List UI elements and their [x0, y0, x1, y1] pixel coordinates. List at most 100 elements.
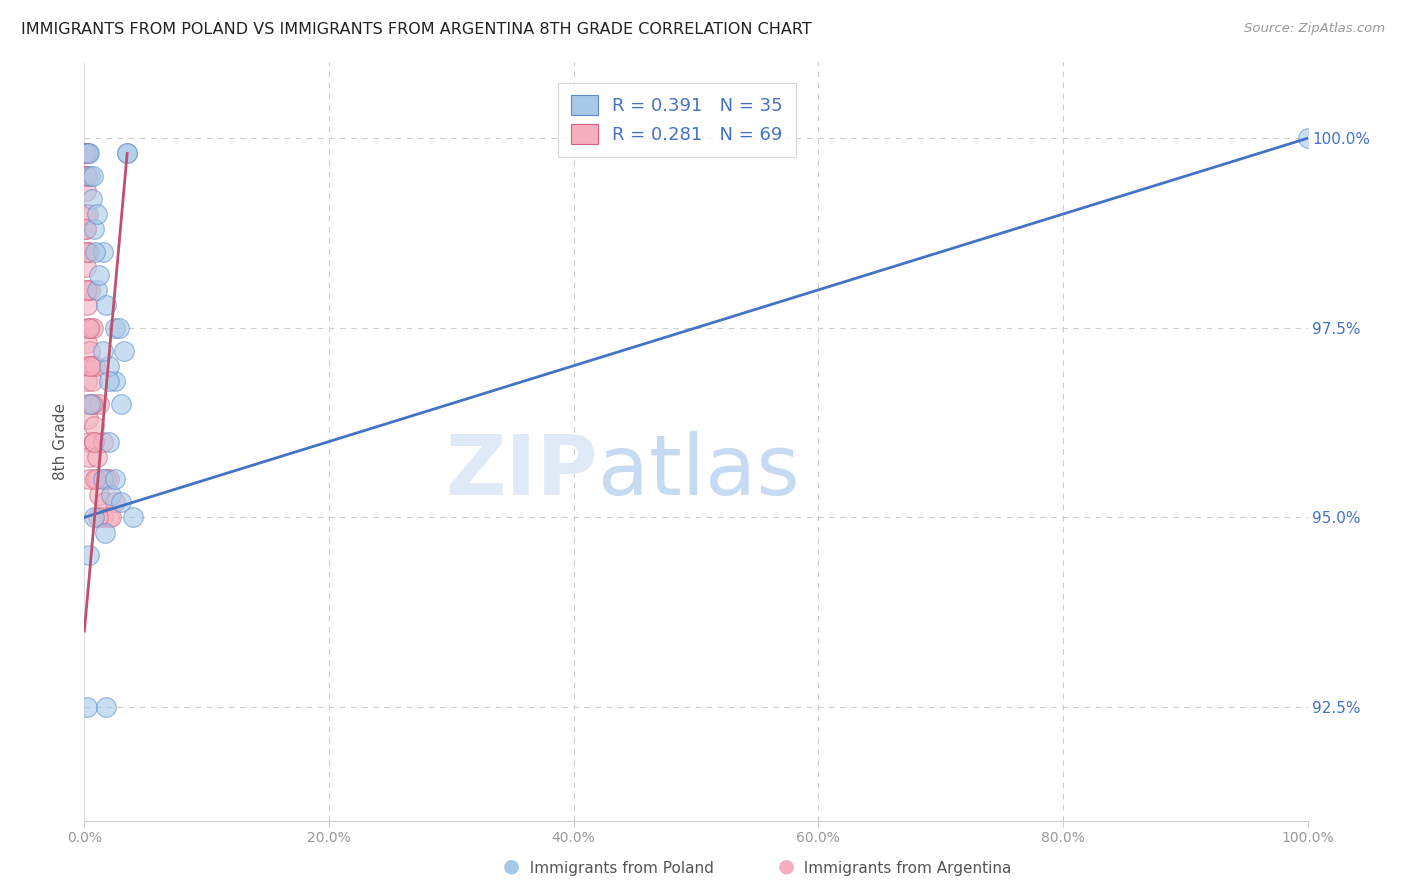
Point	[76, 320, 98, 334]
Point	[75, 146, 97, 161]
Point	[82, 320, 104, 334]
Point	[75, 146, 97, 161]
Point	[76, 298, 98, 312]
Point	[80, 396, 103, 410]
Point	[77, 146, 100, 161]
Point	[77, 396, 100, 410]
Text: ●: ●	[778, 857, 794, 876]
Point	[100, 487, 122, 501]
Point	[82, 396, 104, 410]
Point	[104, 472, 127, 486]
Point	[75, 146, 97, 161]
Point	[77, 411, 100, 425]
Point	[75, 146, 97, 161]
Point	[122, 510, 145, 524]
Point	[91, 343, 114, 358]
Point	[76, 244, 98, 259]
Point	[107, 320, 129, 334]
Point	[75, 244, 97, 259]
Point	[80, 374, 103, 388]
Point	[77, 207, 100, 221]
Point	[79, 343, 101, 358]
Point	[77, 244, 100, 259]
Point	[75, 146, 97, 161]
Text: IMMIGRANTS FROM POLAND VS IMMIGRANTS FROM ARGENTINA 8TH GRADE CORRELATION CHART: IMMIGRANTS FROM POLAND VS IMMIGRANTS FRO…	[21, 22, 811, 37]
Point	[75, 260, 97, 274]
Point	[75, 146, 97, 161]
Point	[91, 244, 114, 259]
Point	[75, 146, 97, 161]
Point	[83, 434, 105, 449]
Point	[91, 472, 114, 486]
Point	[87, 510, 110, 524]
Point	[75, 146, 97, 161]
Point	[79, 320, 101, 334]
Point	[96, 699, 118, 714]
Point	[79, 283, 101, 297]
Point	[87, 396, 110, 410]
Point	[77, 320, 100, 334]
Point	[84, 244, 107, 259]
Point	[82, 169, 104, 183]
Point	[97, 510, 120, 524]
Point	[77, 548, 100, 562]
Point	[110, 396, 132, 410]
Point	[76, 283, 98, 297]
Point	[75, 207, 97, 221]
Point	[75, 146, 97, 161]
Point	[75, 146, 97, 161]
Point	[91, 510, 114, 524]
Point	[75, 146, 97, 161]
Point	[76, 336, 98, 351]
Y-axis label: 8th Grade: 8th Grade	[53, 403, 69, 480]
Point	[76, 169, 98, 183]
Point	[79, 359, 101, 373]
Point	[97, 472, 120, 486]
Point	[75, 146, 97, 161]
Point	[1296, 131, 1319, 145]
Point	[83, 222, 105, 236]
Point	[96, 472, 118, 486]
Point	[87, 268, 110, 282]
Point	[94, 495, 117, 509]
Point	[75, 146, 97, 161]
Point	[76, 359, 98, 373]
Point	[75, 146, 97, 161]
Point	[75, 146, 97, 161]
Point	[77, 472, 100, 486]
Point	[104, 495, 127, 509]
Point	[97, 359, 120, 373]
Point	[97, 434, 120, 449]
Point	[75, 146, 97, 161]
Point	[77, 434, 100, 449]
Point	[79, 169, 101, 183]
Point	[91, 434, 114, 449]
Point	[86, 283, 108, 297]
Point	[75, 169, 97, 183]
Point	[75, 222, 97, 236]
Text: Immigrants from Argentina: Immigrants from Argentina	[794, 861, 1012, 876]
Point	[86, 450, 108, 464]
Text: ZIP: ZIP	[446, 432, 598, 512]
Legend: R = 0.391   N = 35, R = 0.281   N = 69: R = 0.391 N = 35, R = 0.281 N = 69	[558, 83, 796, 157]
Point	[84, 359, 107, 373]
Point	[79, 396, 101, 410]
Point	[76, 699, 98, 714]
Point	[87, 487, 110, 501]
Point	[75, 184, 97, 198]
Point	[80, 192, 103, 206]
Text: atlas: atlas	[598, 432, 800, 512]
Point	[104, 320, 127, 334]
Text: Source: ZipAtlas.com: Source: ZipAtlas.com	[1244, 22, 1385, 36]
Point	[100, 510, 122, 524]
Point	[84, 472, 107, 486]
Point	[110, 495, 132, 509]
Text: Immigrants from Poland: Immigrants from Poland	[520, 861, 714, 876]
Point	[80, 359, 103, 373]
Point	[115, 146, 138, 161]
Point	[97, 374, 120, 388]
Point	[86, 207, 108, 221]
Point	[83, 419, 105, 434]
Point	[75, 222, 97, 236]
Point	[77, 450, 100, 464]
